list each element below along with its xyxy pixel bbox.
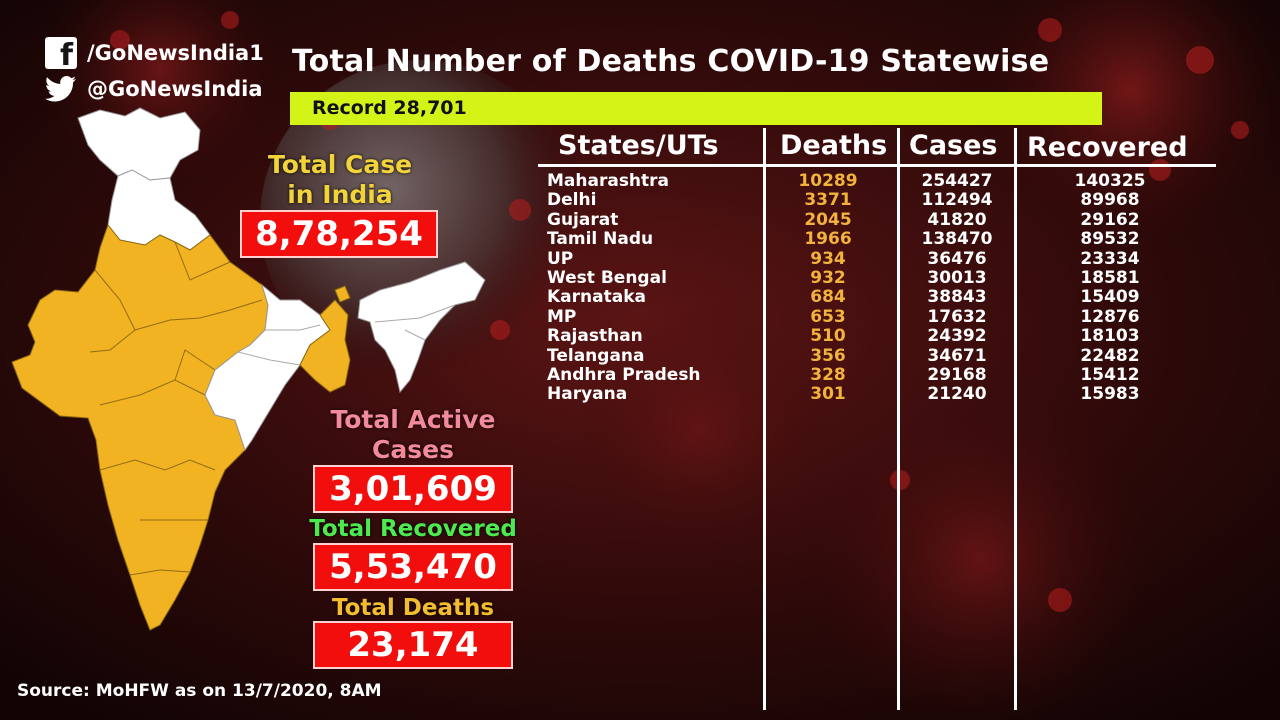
twitter-icon	[45, 76, 76, 102]
column-divider-3	[1014, 128, 1017, 710]
recovered-cell: 22482	[1080, 345, 1140, 366]
deaths-cell: 510	[810, 326, 846, 347]
state-cell: Rajasthan	[547, 326, 643, 347]
recovered-cell: 23334	[1080, 248, 1140, 269]
deaths-cell: 2045	[804, 209, 852, 230]
recovered-cell: 18581	[1080, 267, 1140, 288]
recovered-cell: 18103	[1080, 326, 1140, 347]
total-case-value: 8,78,254	[240, 210, 438, 258]
deaths-value: 23,174	[313, 621, 513, 669]
state-cell: Delhi	[547, 190, 597, 211]
india-map	[11, 107, 486, 631]
twitter-handle-text: @GoNewsIndia	[87, 77, 263, 101]
recovered-cell: 15409	[1080, 287, 1140, 308]
recovered-cell: 12876	[1080, 306, 1140, 327]
state-cell: West Bengal	[547, 267, 667, 288]
deaths-cell: 328	[810, 364, 846, 385]
state-cell: Maharashtra	[547, 171, 670, 191]
active-cases-label-line1: Total Active	[330, 405, 496, 434]
cases-cell: 21240	[927, 384, 987, 405]
state-cell: UP	[547, 248, 574, 269]
deaths-cell: 934	[810, 248, 846, 269]
total-case-label-line1: Total Case	[267, 150, 413, 179]
recovered-cell: 29162	[1080, 209, 1140, 230]
facebook-handle-text: /GoNewsIndia1	[87, 41, 264, 65]
deaths-label: Total Deaths	[331, 595, 495, 621]
recovered-column: 140325 89968 29162 89532 23334 18581 15409 1287…	[1020, 171, 1200, 405]
cases-cell: 24392	[927, 326, 987, 347]
cases-cell: 112494	[921, 190, 993, 211]
deaths-cell: 3371	[804, 190, 852, 211]
state-cell: Karnataka	[547, 287, 646, 308]
total-case-label: Total Case in India	[240, 150, 440, 210]
deaths-cell: 10289	[798, 171, 858, 191]
header-recovered: Recovered	[1027, 132, 1188, 163]
header-deaths: Deaths	[780, 130, 888, 161]
recovered-cell: 15983	[1080, 384, 1140, 405]
deaths-cell: 932	[810, 267, 846, 288]
state-cell: Telangana	[547, 345, 645, 366]
cases-cell: 254427	[921, 171, 993, 191]
header-cases: Cases	[909, 130, 998, 161]
recovered-cell: 89968	[1080, 190, 1140, 211]
cases-cell: 29168	[927, 364, 987, 385]
state-cell: MP	[547, 306, 577, 327]
record-banner: Record 28,701	[290, 92, 1102, 125]
deaths-cell: 684	[810, 287, 846, 308]
deaths-cell: 653	[810, 306, 846, 327]
source-note: Source: MoHFW as on 13/7/2020, 8AM	[17, 681, 382, 701]
total-case-label-line2: in India	[287, 180, 393, 209]
table-header-divider	[538, 164, 1216, 167]
facebook-handle: f /GoNewsIndia1	[45, 36, 264, 71]
header-states: States/UTs	[558, 130, 719, 161]
state-cell: Haryana	[547, 384, 628, 405]
active-cases-value: 3,01,609	[313, 465, 513, 513]
cases-cell: 17632	[927, 306, 987, 327]
cases-column: 254427 112494 41820 138470 36476 30013 38843 17…	[902, 171, 1012, 405]
state-cell: Tamil Nadu	[547, 229, 654, 250]
deaths-cell: 356	[810, 345, 846, 366]
recovered-label: Total Recovered	[309, 516, 517, 542]
state-cell: Andhra Pradesh	[547, 364, 701, 385]
recovered-value: 5,53,470	[313, 543, 513, 591]
recovered-cell: 15412	[1080, 364, 1140, 385]
active-cases-label-line2: Cases	[372, 435, 454, 464]
cases-cell: 30013	[927, 267, 987, 288]
states-column: Maharashtra Delhi Gujarat Tamil Nadu UP West …	[547, 171, 757, 405]
page-title: Total Number of Deaths COVID-19 Statewis…	[292, 44, 1050, 79]
recovered-cell: 89532	[1080, 229, 1140, 250]
column-divider-1	[763, 128, 766, 710]
facebook-icon: f	[45, 37, 77, 71]
cases-cell: 41820	[927, 209, 987, 230]
deaths-cell: 301	[810, 384, 846, 405]
cases-cell: 138470	[921, 229, 993, 250]
deaths-column: 10289 3371 2045 1966 934 932 684 653 510 356 328 30…	[766, 171, 890, 405]
cases-cell: 34671	[927, 345, 987, 366]
cases-cell: 36476	[927, 248, 987, 269]
deaths-cell: 1966	[804, 229, 852, 250]
state-cell: Gujarat	[547, 209, 619, 230]
column-divider-2	[897, 128, 900, 710]
active-cases-label: Total Active Cases	[313, 405, 513, 465]
cases-cell: 38843	[927, 287, 987, 308]
recovered-cell: 140325	[1074, 171, 1146, 191]
twitter-handle: @GoNewsIndia	[45, 72, 263, 106]
